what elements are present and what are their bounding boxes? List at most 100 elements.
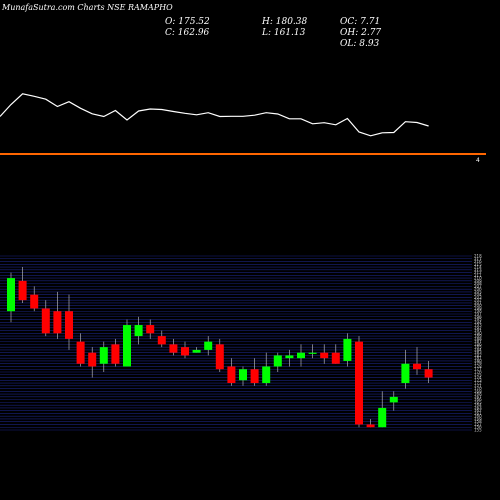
y-tick-label: 174	[474, 375, 482, 380]
y-tick-label: 211	[474, 273, 482, 278]
y-tick-label: 173	[474, 378, 482, 383]
y-tick-label: 156	[474, 425, 482, 430]
y-tick-label: 194	[474, 320, 482, 325]
candle-up	[308, 352, 317, 354]
candle-down	[366, 424, 375, 428]
y-tick-label: 218	[474, 254, 482, 259]
y-tick-label: 214	[474, 265, 482, 270]
candle-up	[7, 278, 15, 312]
candle-down	[424, 369, 433, 378]
candle-down	[41, 308, 50, 334]
y-tick-label: 166	[474, 397, 482, 402]
candle-up	[343, 338, 352, 361]
y-tick-label: 170	[474, 386, 482, 391]
y-tick-label: 210	[474, 276, 482, 281]
price-line	[0, 93, 429, 137]
y-tick-label: 208	[474, 281, 482, 286]
y-tick-label: 203	[474, 295, 482, 300]
y-tick-label: 178	[474, 364, 482, 369]
candle-down	[76, 341, 85, 364]
y-tick-label: 160	[474, 414, 482, 419]
candlesticks	[7, 267, 433, 428]
y-tick-label: 168	[474, 392, 482, 397]
y-tick-label: 199	[474, 306, 482, 311]
y-tick-label: 171	[474, 383, 482, 388]
candle-down	[413, 363, 421, 370]
y-tick-label: 158	[474, 419, 482, 424]
y-tick-label: 189	[474, 334, 482, 339]
y-axis-ticks: 2182172162152142132122112102092082072062…	[474, 254, 482, 433]
low-value: L: 161.13	[261, 28, 306, 38]
y-tick-label: 209	[474, 278, 482, 283]
y-tick-label: 206	[474, 287, 482, 292]
chart-title: MunafaSutra.com Charts NSE RAMAPHO	[1, 3, 173, 12]
y-tick-label: 179	[474, 361, 482, 366]
ohlc-readout: O: 175.52 C: 162.96 H: 180.38 L: 161.13 …	[165, 17, 381, 49]
y-tick-label: 198	[474, 309, 482, 314]
y-tick-label: 217	[474, 256, 482, 261]
candle-up	[134, 325, 143, 337]
y-tick-label: 185	[474, 345, 482, 350]
candle-down	[146, 325, 155, 334]
candle-down	[88, 352, 97, 367]
candle-down	[320, 352, 329, 359]
y-tick-label: 192	[474, 325, 482, 330]
candle-down	[331, 352, 340, 364]
candle-up	[239, 369, 247, 381]
orange-level-label: 4	[476, 157, 480, 164]
y-tick-label: 213	[474, 267, 482, 272]
y-tick-label: 190	[474, 331, 482, 336]
y-tick-label: 167	[474, 394, 482, 399]
y-tick-label: 202	[474, 298, 482, 303]
y-tick-label: 175	[474, 372, 482, 377]
y-tick-label: 195	[474, 317, 482, 322]
candle-down	[111, 344, 120, 364]
y-tick-label: 159	[474, 416, 482, 421]
candle-down	[227, 366, 236, 384]
candle-down	[157, 336, 166, 345]
oc-value: OC: 7.71	[340, 17, 380, 27]
y-tick-label: 212	[474, 270, 482, 275]
y-tick-label: 176	[474, 370, 482, 375]
y-tick-label: 207	[474, 284, 482, 289]
y-tick-label: 162	[474, 408, 482, 413]
close-value: C: 162.96	[165, 28, 210, 38]
candle-down	[215, 344, 224, 370]
price-grid	[0, 255, 472, 431]
y-tick-label: 186	[474, 342, 482, 347]
y-tick-label: 205	[474, 289, 482, 294]
y-tick-label: 155	[474, 428, 482, 433]
y-tick-label: 164	[474, 403, 482, 408]
candle-up	[401, 363, 410, 384]
y-tick-label: 163	[474, 405, 482, 410]
candle-down	[65, 311, 73, 339]
upper-price-panel: 4	[0, 93, 486, 164]
y-tick-label: 183	[474, 350, 482, 355]
candle-down	[355, 341, 363, 425]
y-tick-label: 165	[474, 400, 482, 405]
y-tick-label: 187	[474, 339, 482, 344]
candle-up	[389, 396, 398, 403]
candle-up	[273, 355, 282, 367]
ol-value: OL: 8.93	[340, 39, 380, 49]
candle-down	[250, 369, 259, 384]
candle-down	[53, 311, 62, 334]
candle-up	[192, 349, 201, 353]
y-tick-label: 161	[474, 411, 482, 416]
candle-down	[30, 294, 39, 309]
candle-up	[285, 355, 294, 359]
high-value: H: 180.38	[261, 17, 308, 27]
y-tick-label: 215	[474, 262, 482, 267]
y-tick-label: 201	[474, 300, 482, 305]
open-value: O: 175.52	[165, 17, 210, 27]
y-tick-label: 184	[474, 347, 482, 352]
y-tick-label: 188	[474, 336, 482, 341]
y-tick-label: 204	[474, 292, 482, 297]
candle-up	[378, 407, 387, 428]
y-tick-label: 182	[474, 353, 482, 358]
y-tick-label: 193	[474, 323, 482, 328]
y-tick-label: 216	[474, 259, 482, 264]
candle-down	[181, 347, 189, 356]
candle-down	[18, 280, 27, 301]
